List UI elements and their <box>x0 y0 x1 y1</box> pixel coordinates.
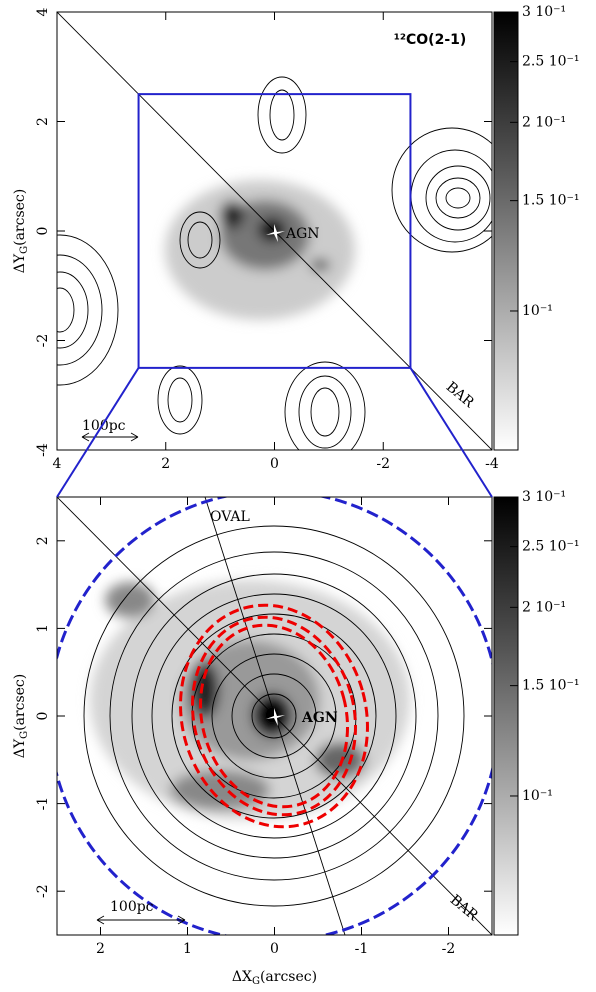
ylabel-part: G <box>19 731 30 739</box>
xlabel-part: G <box>252 976 260 987</box>
y-tick-label: -2 <box>35 334 51 348</box>
zoom-box <box>137 93 412 369</box>
map-2 <box>57 497 492 935</box>
colorbar-tick-label: 10⁻¹ <box>522 303 553 319</box>
colorbar-tick-label: 2 10⁻¹ <box>522 599 566 615</box>
y-tick-label: 2 <box>35 536 51 545</box>
x-tick-label: -1 <box>355 941 369 957</box>
y-tick-label: -4 <box>35 443 51 457</box>
y-tick-label: 2 <box>35 117 51 126</box>
y-tick-label: 1 <box>35 624 51 633</box>
annotation: BAR <box>443 379 477 411</box>
x-tick-label: -2 <box>376 456 390 472</box>
zoom-link <box>409 367 493 498</box>
colorbar-tick-label: 2.5 10⁻¹ <box>522 54 580 70</box>
annotation: 100pc <box>110 899 154 915</box>
colorbar <box>493 11 519 451</box>
title: ¹²CO(2-1) <box>394 32 467 48</box>
annotation: AGN <box>285 226 320 242</box>
y-tick-label: 4 <box>35 7 51 16</box>
colorbar-tick-label: 3 10⁻¹ <box>522 4 566 20</box>
xlabel-part: ΔX <box>232 969 252 985</box>
x-tick-label: 1 <box>183 941 192 957</box>
annotation: AGN <box>301 710 338 726</box>
map-1 <box>57 12 492 450</box>
ylabel: ΔYG(arcsec) <box>12 674 30 758</box>
y-tick-label: 0 <box>35 712 51 721</box>
y-tick-label: -1 <box>35 797 51 811</box>
y-tick-label: 0 <box>35 227 51 236</box>
xlabel: ΔXG(arcsec) <box>232 969 317 987</box>
y-tick-label: -2 <box>35 884 51 898</box>
ylabel-part: (arcsec) <box>12 189 28 246</box>
x-tick-label: 2 <box>161 456 170 472</box>
x-tick-label: -2 <box>442 941 456 957</box>
x-tick-label: 0 <box>270 941 279 957</box>
colorbar <box>493 496 519 936</box>
x-tick-label: 2 <box>96 941 105 957</box>
colorbar-tick-label: 2 10⁻¹ <box>522 114 566 130</box>
ylabel-part: ΔY <box>12 738 28 758</box>
x-tick-label: 0 <box>270 456 279 472</box>
zoom-link <box>56 367 140 498</box>
annotation: 100pc <box>82 418 126 434</box>
colorbar-tick-label: 2.5 10⁻¹ <box>522 539 580 555</box>
colorbar-tick-label: 1.5 10⁻¹ <box>522 678 580 694</box>
ylabel-part: ΔY <box>12 253 28 273</box>
ylabel: ΔYG(arcsec) <box>12 189 30 273</box>
colorbar-tick-label: 10⁻¹ <box>522 788 553 804</box>
xlabel-part: (arcsec) <box>260 969 317 985</box>
x-tick-label: 4 <box>53 456 62 472</box>
x-tick-label: -4 <box>485 456 499 472</box>
ylabel-part: G <box>19 246 30 254</box>
ylabel-part: (arcsec) <box>12 674 28 731</box>
colorbar-tick-label: 3 10⁻¹ <box>522 489 566 505</box>
colorbar-tick-label: 1.5 10⁻¹ <box>522 193 580 209</box>
annotation: OVAL <box>210 509 250 525</box>
